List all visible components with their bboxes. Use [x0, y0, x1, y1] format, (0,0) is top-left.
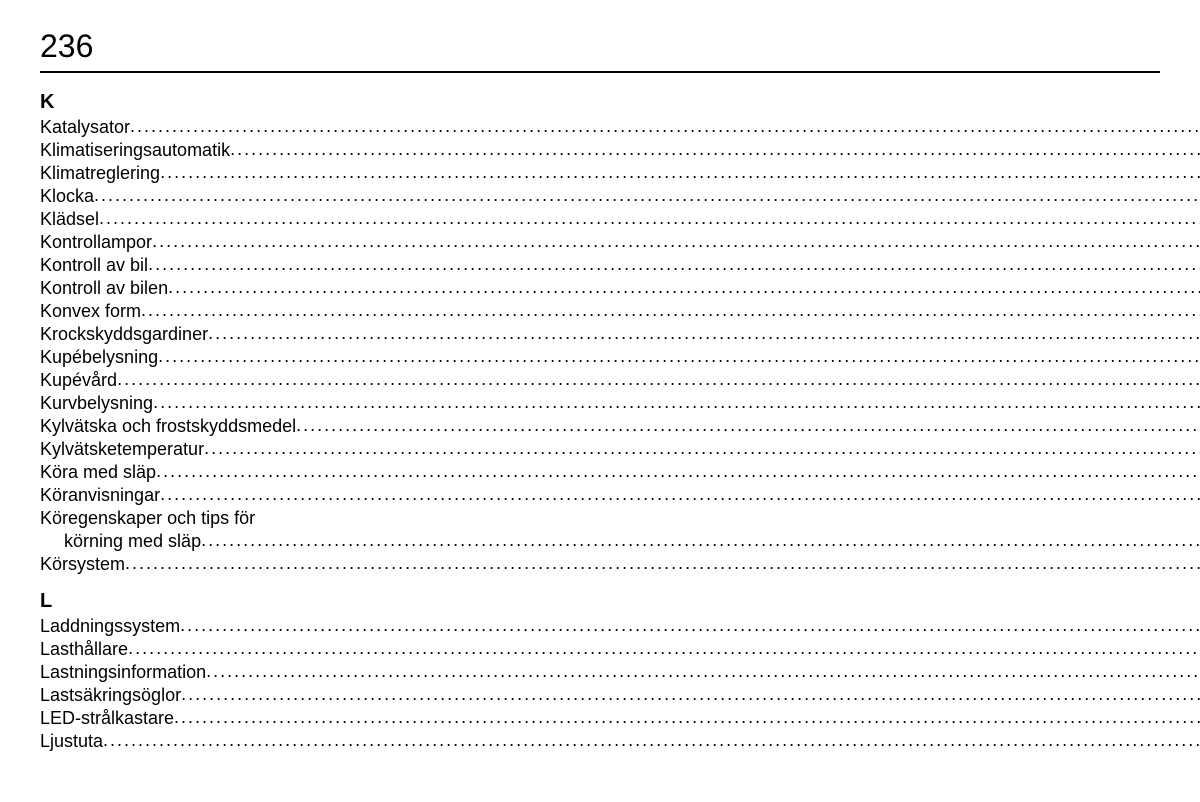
index-entry: Köra med släp ..........................…: [40, 461, 1200, 484]
index-term: Köranvisningar: [40, 484, 160, 507]
leader-dots: ........................................…: [158, 345, 1200, 368]
leader-dots: ........................................…: [152, 230, 1200, 253]
index-term: Kylvätska och frostskyddsmedel: [40, 415, 296, 438]
index-entry: Lastningsinformation ...................…: [40, 661, 1200, 684]
leader-dots: ........................................…: [174, 706, 1200, 729]
index-entry: Kylvätska och frostskyddsmedel .........…: [40, 415, 1200, 438]
leader-dots: ........................................…: [156, 460, 1200, 483]
section-letter: K: [40, 91, 1200, 114]
index-entry: Klimatreglering ........................…: [40, 162, 1200, 185]
index-term: Konvex form: [40, 300, 141, 323]
index-entry: Kupévård ...............................…: [40, 369, 1200, 392]
index-entry: Kylvätsketemperatur ....................…: [40, 438, 1200, 461]
index-term: Kontroll av bilen: [40, 277, 168, 300]
leader-dots: ........................................…: [160, 161, 1200, 184]
leader-dots: ........................................…: [206, 660, 1200, 683]
index-term: Körsystem: [40, 553, 125, 576]
leader-dots: ........................................…: [99, 207, 1200, 230]
page-number: 236: [40, 28, 1160, 73]
index-entry: Klädsel ................................…: [40, 208, 1200, 231]
leader-dots: ........................................…: [204, 437, 1200, 460]
index-term: Kontroll av bil: [40, 254, 148, 277]
index-entry: Lastsäkringsöglor ......................…: [40, 684, 1200, 707]
index-term: Kylvätsketemperatur: [40, 438, 204, 461]
index-entry-continuation: körning med släp .......................…: [40, 530, 1200, 553]
section-letter: L: [40, 590, 1200, 613]
index-term: Lastsäkringsöglor: [40, 684, 181, 707]
index-entry: Laddningssystem ........................…: [40, 615, 1200, 638]
index-term: LED-strålkastare: [40, 707, 174, 730]
index-entry: Kupébelysning ..........................…: [40, 346, 1200, 369]
index-term: Klimatiseringsautomatik: [40, 139, 230, 162]
leader-dots: ........................................…: [94, 184, 1200, 207]
index-term: Kurvbelysning: [40, 392, 153, 415]
index-entry: Körsystem ..............................…: [40, 553, 1200, 576]
index-entry: Kontroll av bil ........................…: [40, 254, 1200, 277]
index-entry: Kurvbelysning ..........................…: [40, 392, 1200, 415]
index-entry: Konvex form ............................…: [40, 300, 1200, 323]
leader-dots: ........................................…: [141, 299, 1200, 322]
index-term: Krockskyddsgardiner: [40, 323, 208, 346]
index-entry: Kontrollampor ..........................…: [40, 231, 1200, 254]
index-term: Ljustuta: [40, 730, 103, 753]
index-term: Kontrollampor: [40, 231, 152, 254]
index-entry: Köranvisningar .........................…: [40, 484, 1200, 507]
leader-dots: ........................................…: [208, 322, 1200, 345]
leader-dots: ........................................…: [153, 391, 1200, 414]
index-term: Klocka: [40, 185, 94, 208]
index-col-1: KKatalysator ...........................…: [40, 91, 1200, 775]
leader-dots: ........................................…: [201, 529, 1200, 552]
index-term: Köra med släp: [40, 461, 156, 484]
leader-dots: ........................................…: [180, 614, 1200, 637]
index-entry: Lasthållare ............................…: [40, 638, 1200, 661]
index-term: Katalysator: [40, 116, 130, 139]
index-term: Köregenskaper och tips för: [40, 507, 255, 530]
leader-dots: ........................................…: [160, 483, 1200, 506]
index-term: Lasthållare: [40, 638, 128, 661]
leader-dots: ........................................…: [296, 414, 1200, 437]
index-entry: Köregenskaper och tips för: [40, 507, 1200, 530]
index-entry: Klocka .................................…: [40, 185, 1200, 208]
leader-dots: ........................................…: [117, 368, 1200, 391]
index-columns: KKatalysator ...........................…: [40, 91, 1160, 775]
index-entry: Ljustuta ...............................…: [40, 730, 1200, 753]
leader-dots: ........................................…: [125, 552, 1200, 575]
leader-dots: ........................................…: [230, 138, 1200, 161]
index-entry: Klimatiseringsautomatik ................…: [40, 139, 1200, 162]
index-entry: Kontroll av bilen ......................…: [40, 277, 1200, 300]
leader-dots: ........................................…: [148, 253, 1200, 276]
index-entry: Krockskyddsgardiner ....................…: [40, 323, 1200, 346]
index-term: Klädsel: [40, 208, 99, 231]
leader-dots: ........................................…: [103, 729, 1200, 752]
leader-dots: ........................................…: [130, 115, 1200, 138]
index-term: Klimatreglering: [40, 162, 160, 185]
index-term: Lastningsinformation: [40, 661, 206, 684]
leader-dots: ........................................…: [181, 683, 1200, 706]
leader-dots: ........................................…: [128, 637, 1200, 660]
index-term: Kupébelysning: [40, 346, 158, 369]
leader-dots: ........................................…: [168, 276, 1200, 299]
index-term: Laddningssystem: [40, 615, 180, 638]
index-entry: LED-strålkastare .......................…: [40, 707, 1200, 730]
index-term-continuation: körning med släp: [40, 530, 201, 553]
index-term: Kupévård: [40, 369, 117, 392]
index-entry: Katalysator ............................…: [40, 116, 1200, 139]
